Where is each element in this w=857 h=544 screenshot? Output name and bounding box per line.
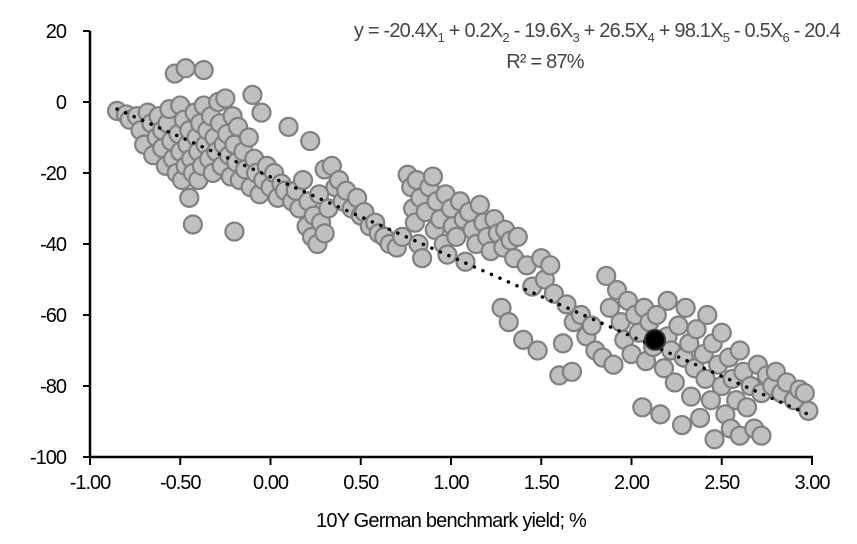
data-point	[561, 361, 583, 382]
data-point	[657, 290, 678, 311]
data-point	[729, 340, 750, 361]
equation-text: - 20.4	[789, 20, 841, 42]
data-point	[175, 58, 196, 79]
subscript: 2	[502, 30, 509, 45]
y-tick-label: -40	[40, 234, 67, 256]
equation-text: + 26.5X	[579, 20, 648, 42]
subscript: 6	[782, 30, 789, 45]
data-point	[446, 226, 467, 247]
data-point	[292, 170, 314, 191]
data-point	[798, 400, 819, 421]
equation-text: + 0.2X	[444, 20, 503, 42]
points-layer	[106, 58, 819, 450]
subscript: 3	[572, 30, 579, 45]
y-tick-label: 0	[56, 92, 67, 114]
data-point	[543, 283, 564, 304]
data-point	[711, 322, 732, 343]
data-point	[751, 425, 772, 446]
data-point	[794, 383, 815, 404]
data-point	[437, 244, 458, 265]
data-point	[422, 166, 444, 187]
highlight-point	[643, 328, 666, 351]
data-point	[646, 304, 667, 326]
data-point	[314, 223, 335, 244]
y-tick-label: 20	[46, 21, 67, 43]
data-point	[653, 358, 675, 379]
data-point	[193, 59, 214, 81]
data-point	[251, 102, 272, 123]
y-tick-label: -20	[40, 163, 67, 185]
data-point	[215, 88, 236, 109]
data-point	[507, 226, 528, 247]
data-point	[689, 407, 711, 429]
data-point	[179, 187, 200, 208]
data-point	[527, 340, 548, 361]
data-point	[695, 368, 716, 389]
data-point	[224, 221, 245, 242]
data-point	[697, 304, 718, 326]
data-point	[700, 390, 722, 411]
data-point	[671, 414, 693, 436]
data-point	[278, 116, 299, 137]
data-point	[238, 127, 259, 148]
data-point	[736, 397, 758, 418]
data-point	[680, 386, 702, 407]
data-point	[498, 312, 519, 333]
y-tick-label: -60	[40, 305, 67, 327]
x-tick-label: 0.50	[343, 472, 379, 494]
data-point	[552, 333, 574, 354]
equation-text: - 19.6X	[509, 20, 573, 42]
equation-text: - 0.5X	[729, 20, 783, 42]
x-tick-label: 3.00	[795, 472, 831, 494]
data-point	[603, 354, 624, 375]
data-point	[556, 294, 577, 315]
data-point	[300, 130, 321, 152]
data-point	[412, 248, 433, 269]
data-point	[596, 265, 617, 287]
data-point	[664, 372, 685, 393]
data-point	[309, 184, 330, 205]
subscript: 5	[723, 30, 730, 45]
data-point	[632, 397, 653, 418]
x-tick-label: -1.00	[70, 472, 111, 494]
x-tick-label: 0.00	[253, 472, 289, 494]
subscript: 1	[438, 30, 445, 45]
subscript: 4	[648, 30, 655, 45]
y-tick-label: -80	[40, 376, 67, 398]
x-tick-label: 1.00	[434, 472, 470, 494]
y-tick-label: -100	[30, 447, 67, 469]
data-point	[599, 297, 620, 318]
r-squared-label: R² = 87%	[506, 51, 585, 73]
data-point	[650, 404, 671, 425]
data-point	[540, 255, 561, 276]
trendline-layer	[115, 107, 811, 417]
data-point	[242, 84, 263, 106]
data-point	[469, 194, 490, 216]
data-point	[675, 297, 696, 318]
x-tick-label: 2.00	[614, 472, 650, 494]
equation-text: + 98.1X	[654, 20, 723, 42]
data-point	[513, 329, 534, 350]
x-axis-title: 10Y German benchmark yield; %	[316, 510, 587, 532]
x-tick-label: -0.50	[160, 472, 201, 494]
x-tick-label: 2.50	[704, 472, 740, 494]
data-point	[581, 315, 602, 336]
x-tick-label: 1.50	[524, 472, 560, 494]
regression-equation: y = -20.4X1 + 0.2X2 - 19.6X3 + 26.5X4 + …	[354, 20, 841, 45]
data-point	[182, 214, 203, 235]
equation-text: y = -20.4X	[354, 20, 438, 42]
data-point	[668, 315, 689, 336]
axes: -1.00 -0.50 0.00 0.50 1.00 1.50 2.00 2.50 3.0020…	[30, 21, 831, 494]
data-point	[704, 429, 725, 450]
data-point	[686, 319, 707, 340]
